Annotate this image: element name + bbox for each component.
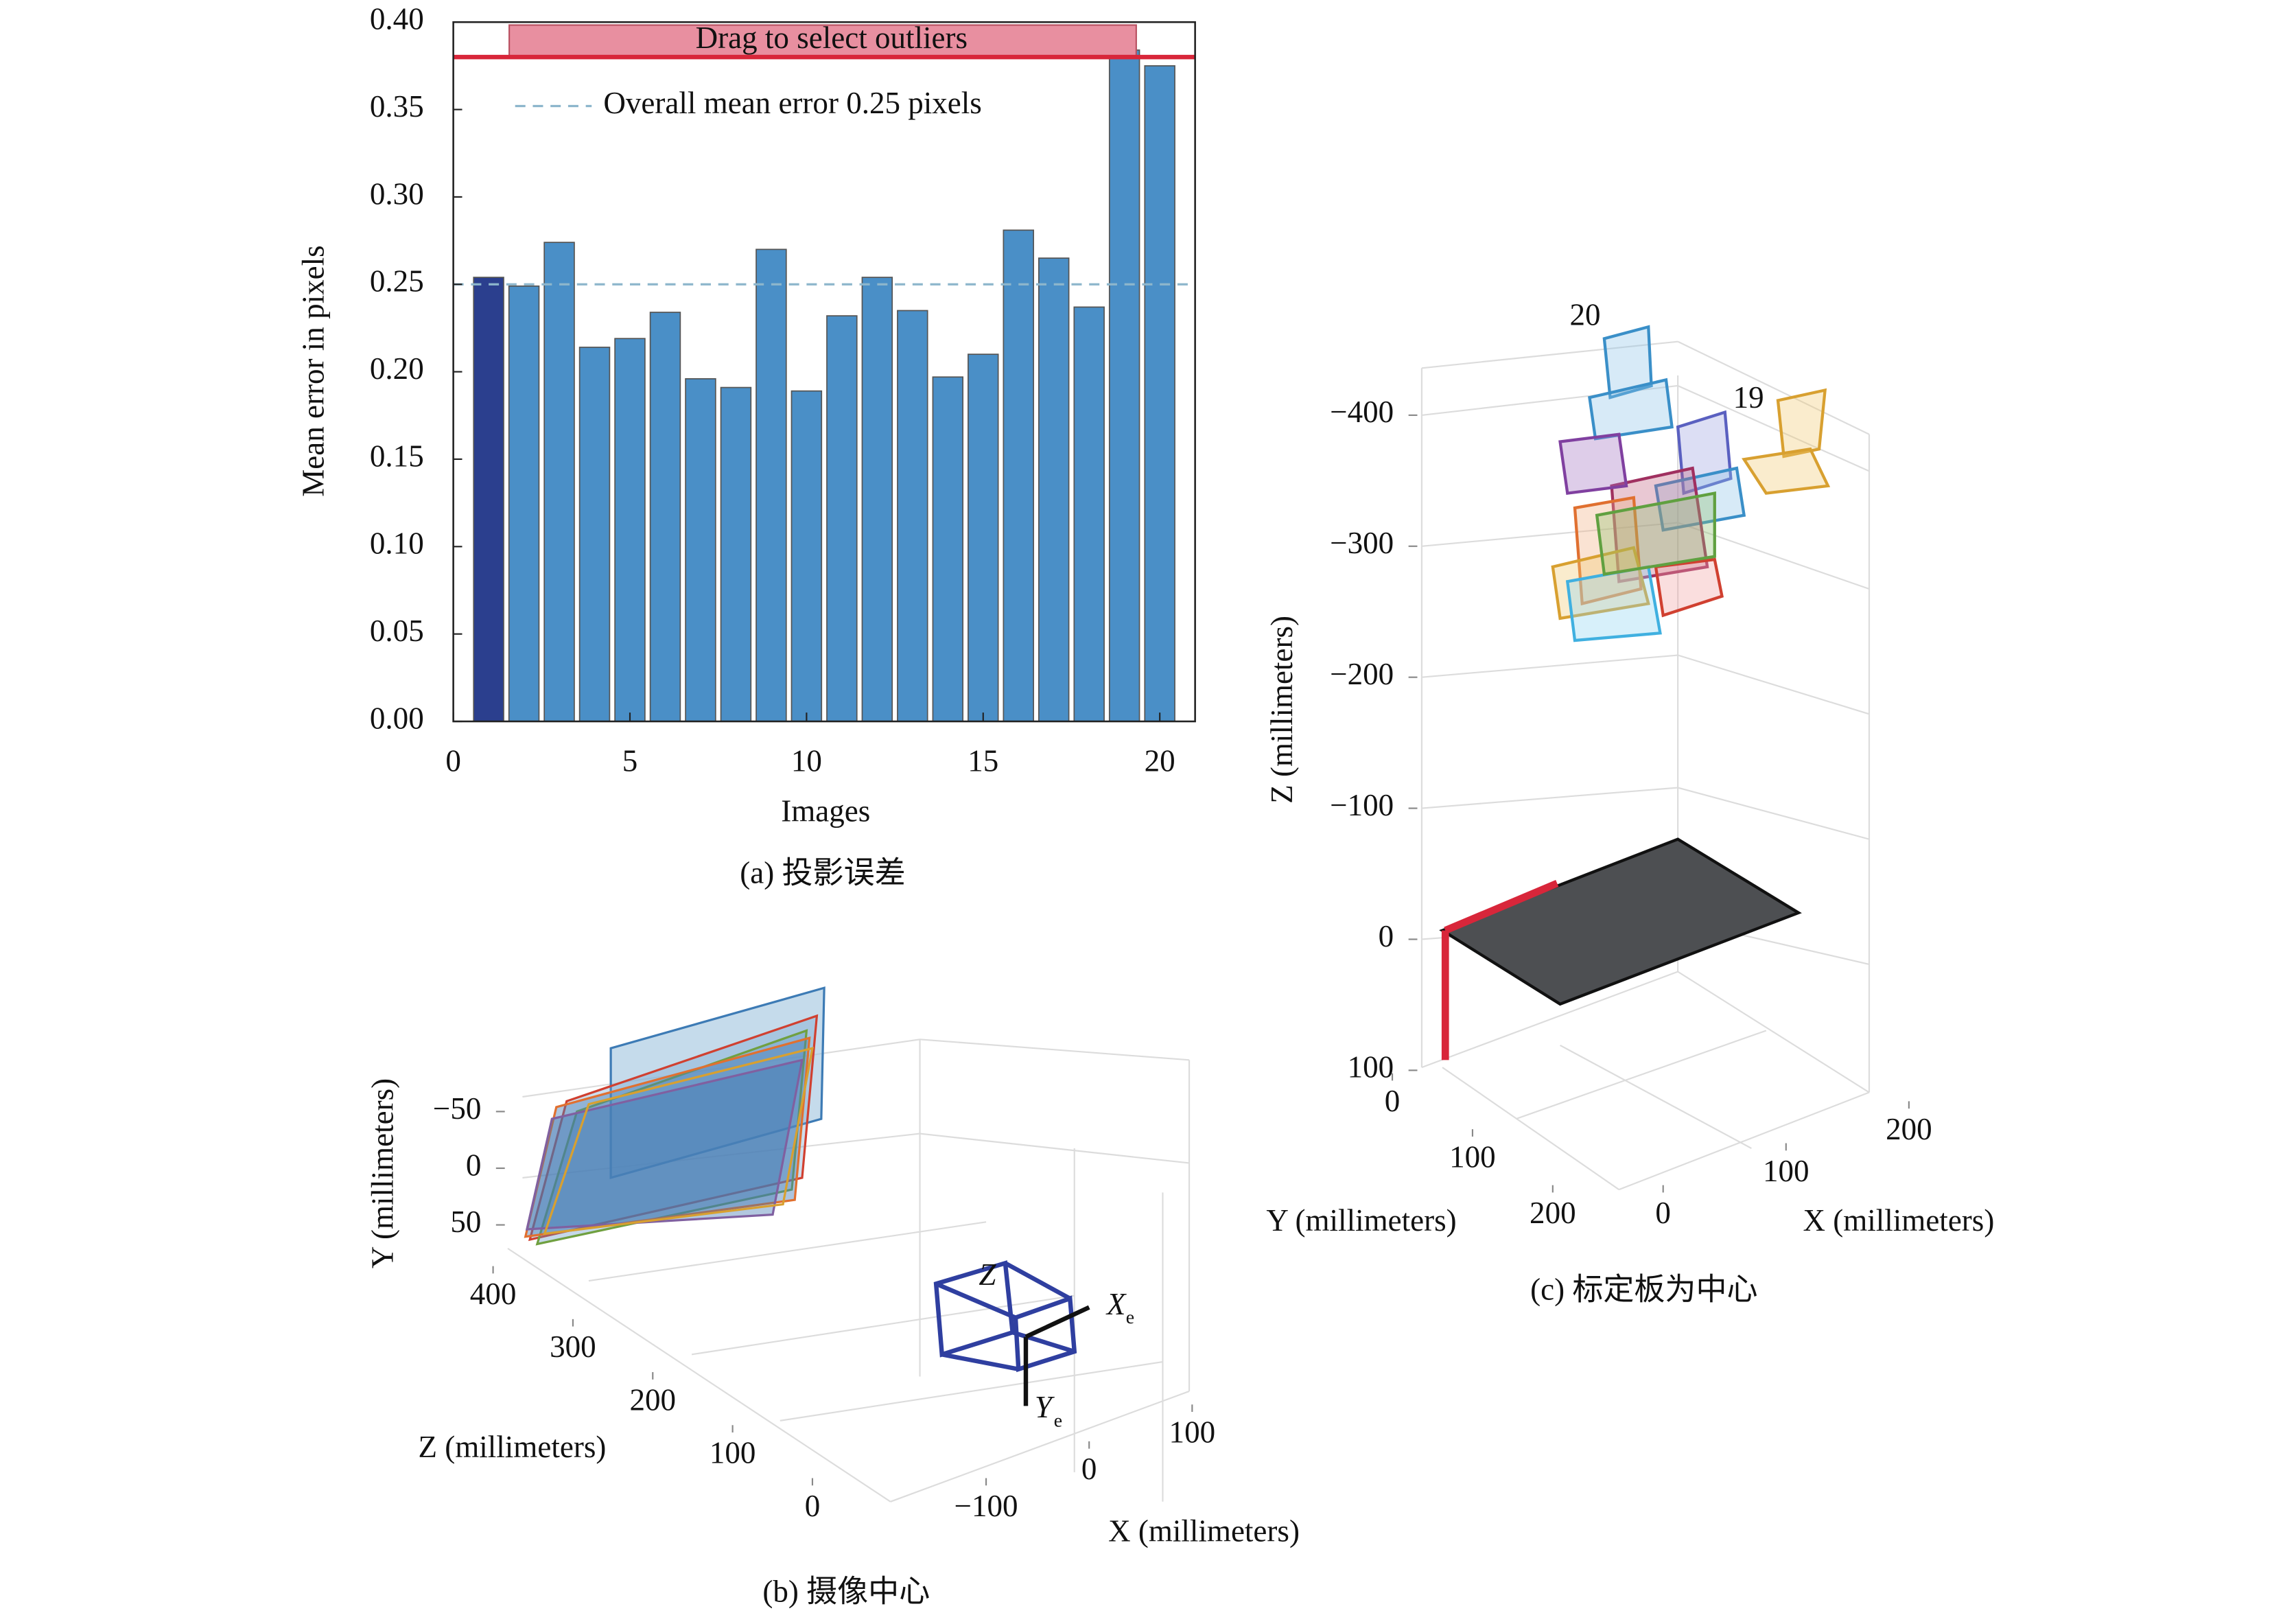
caption: (a) 投影误差 [740, 856, 905, 890]
bar [720, 386, 752, 722]
x-tick-label: 15 [968, 744, 998, 778]
tick-label-3d: 200 [1530, 1196, 1576, 1230]
axis-label-3d: Y (millimeters) [365, 1078, 399, 1268]
y-tick-label: 0.05 [370, 614, 424, 648]
bar [1038, 257, 1070, 722]
tick-label-3d: 100 [710, 1436, 756, 1470]
y-tick-label: 0.25 [370, 264, 424, 299]
tick-label-3d: 0 [466, 1148, 482, 1182]
tick-label-3d: 0 [1655, 1196, 1671, 1230]
tick-label-3d: 100 [1449, 1140, 1496, 1174]
axis-label-3d: Z (millimeters) [1265, 616, 1299, 804]
axis-label-3d: X (millimeters) [1108, 1513, 1300, 1548]
bar [473, 277, 504, 722]
bar [790, 390, 823, 722]
tick-label-3d: 200 [630, 1382, 677, 1417]
x-tick-label: 10 [791, 744, 822, 778]
camera-axis-label: X [1105, 1287, 1127, 1321]
bar [826, 315, 858, 722]
bar [897, 310, 928, 722]
tick-label-3d: 100 [1169, 1415, 1216, 1450]
y-axis-label: Mean error in pixels [296, 245, 330, 496]
y-tick-label: 0.35 [370, 89, 424, 124]
camera-axis-label: Z [979, 1257, 996, 1292]
legend-label: Overall mean error 0.25 pixels [603, 86, 981, 120]
y-tick-label: 0.20 [370, 351, 424, 386]
bar [1003, 229, 1034, 722]
x-axis-label: Images [781, 793, 870, 828]
tick-label-3d: 0 [805, 1489, 821, 1523]
caption: (c) 标定板为中心 [1530, 1273, 1757, 1307]
tick-label-3d: 100 [1348, 1050, 1394, 1084]
bar [1108, 49, 1140, 722]
x-tick-label: 0 [445, 744, 461, 778]
tick-label-3d: 100 [1763, 1154, 1809, 1188]
select-label: Drag to select outliers [696, 21, 968, 55]
tick-label-3d: 200 [1886, 1112, 1932, 1146]
board [1439, 837, 1802, 1060]
camera-icon [933, 1260, 1090, 1406]
x-tick-label: 20 [1145, 744, 1175, 778]
bar [578, 347, 611, 722]
tick-label-3d: 0 [1379, 919, 1394, 953]
y-tick-label: 0.30 [370, 176, 424, 211]
bar [932, 376, 964, 722]
bar [649, 312, 681, 722]
bar [685, 378, 716, 722]
select-region [508, 24, 1137, 57]
tick-label-3d: 50 [450, 1205, 481, 1239]
y-tick-label: 0.40 [370, 2, 424, 36]
bar [1073, 306, 1105, 722]
tick-label-3d: 400 [470, 1277, 517, 1311]
bar [968, 353, 999, 722]
bar [614, 338, 646, 722]
tick-label-3d: −100 [1330, 788, 1394, 822]
axis-label-3d: Y (millimeters) [1266, 1203, 1456, 1238]
caption: (b) 摄像中心 [762, 1574, 930, 1608]
tick-label-3d: 300 [550, 1330, 596, 1364]
camera-annotation: 19 [1733, 380, 1764, 415]
camera-annotation: 20 [1570, 298, 1601, 332]
y-tick-label: 0.15 [370, 439, 424, 473]
calibration-planes [524, 986, 825, 1246]
tick-label-3d: −50 [433, 1091, 481, 1126]
bar [508, 285, 540, 722]
camera-cluster [1551, 325, 1831, 642]
camera-axis-sub: e [1054, 1410, 1062, 1431]
tick-label-3d: −400 [1330, 395, 1394, 429]
bar [755, 248, 787, 722]
y-tick-label: 0.00 [370, 701, 424, 735]
tick-label-3d: 0 [1081, 1452, 1097, 1486]
bar [543, 242, 575, 722]
tick-label-3d: −100 [954, 1489, 1018, 1523]
camera-axis-label: Y [1035, 1390, 1055, 1424]
axis-label-3d: Z (millimeters) [418, 1430, 606, 1464]
grid-3d-b [507, 1038, 1191, 1502]
grid-3d-c [1420, 340, 1871, 1191]
tick-label-3d: −200 [1330, 657, 1394, 691]
camera-axis-sub: e [1126, 1307, 1134, 1328]
tick-label-3d: 0 [1385, 1084, 1401, 1118]
bar [1144, 65, 1175, 722]
bar [861, 277, 893, 722]
axis-label-3d: X (millimeters) [1803, 1203, 1994, 1238]
tick-label-3d: −300 [1330, 526, 1394, 560]
x-tick-label: 5 [622, 744, 638, 778]
y-tick-label: 0.10 [370, 526, 424, 561]
